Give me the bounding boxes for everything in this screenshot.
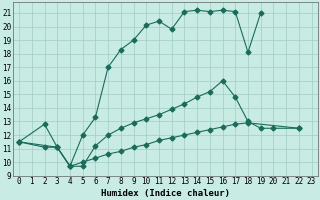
X-axis label: Humidex (Indice chaleur): Humidex (Indice chaleur) (101, 189, 230, 198)
